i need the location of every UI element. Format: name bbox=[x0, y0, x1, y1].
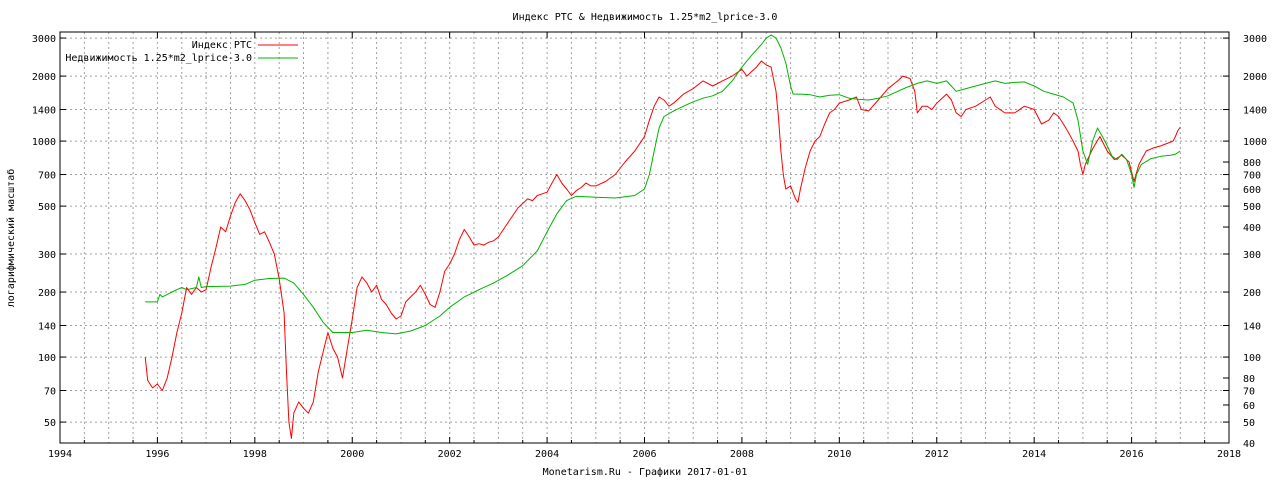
y-tick-label-left: 1000 bbox=[32, 137, 56, 148]
y-tick-label-left: 200 bbox=[38, 288, 56, 299]
y-tick-label-right: 1000 bbox=[1243, 137, 1267, 148]
y-tick-label-left: 140 bbox=[38, 322, 56, 333]
y-tick-label-left: 500 bbox=[38, 202, 56, 213]
legend: Индекс РТС Недвижимость 1.25*m2_lprice-3… bbox=[65, 40, 298, 64]
y-tick-label-left: 100 bbox=[38, 353, 56, 364]
y-tick-label-right: 500 bbox=[1243, 202, 1261, 213]
x-tick-label: 2008 bbox=[730, 449, 754, 460]
x-tick-label: 1998 bbox=[243, 449, 267, 460]
y-tick-label-right: 3000 bbox=[1243, 34, 1267, 45]
y-axis-label: логарифмический масштаб bbox=[5, 169, 17, 307]
x-tick-label: 2014 bbox=[1022, 449, 1046, 460]
chart-title: Индекс РТС & Недвижимость 1.25*m2_lprice… bbox=[513, 12, 778, 23]
x-tick-label: 1996 bbox=[145, 449, 169, 460]
y-tick-label-left: 3000 bbox=[32, 34, 56, 45]
y-tick-label-right: 700 bbox=[1243, 171, 1261, 182]
x-tick-label: 2000 bbox=[340, 449, 364, 460]
y-tick-label-right: 40 bbox=[1243, 439, 1255, 450]
x-axis-label: Monetarism.Ru - Графики 2017-01-01 bbox=[543, 466, 748, 478]
y-tick-label-right: 70 bbox=[1243, 387, 1255, 398]
x-tick-label: 2016 bbox=[1120, 449, 1144, 460]
series-lines bbox=[144, 34, 1181, 439]
y-tick-label-left: 50 bbox=[44, 418, 56, 429]
x-tick-label: 1994 bbox=[48, 449, 72, 460]
y-tick-label-right: 60 bbox=[1243, 401, 1255, 412]
y-tick-labels-right: 40 50 60 70 80 100 140 200 300 400 500 600 700 800 100… bbox=[1243, 34, 1267, 450]
y-tick-label-left: 1400 bbox=[32, 106, 56, 117]
y-tick-label-right: 300 bbox=[1243, 250, 1261, 261]
grid bbox=[60, 32, 1229, 443]
y-tick-label-right: 50 bbox=[1243, 418, 1255, 429]
y-tick-label-right: 1400 bbox=[1243, 106, 1267, 117]
legend-label-rts: Индекс РТС bbox=[192, 40, 252, 51]
series-line-0 bbox=[144, 60, 1181, 439]
series-line-1 bbox=[145, 34, 1181, 335]
legend-label-realty: Недвижимость 1.25*m2_lprice-3.0 bbox=[65, 53, 252, 64]
axis-ticks bbox=[59, 32, 1230, 444]
y-tick-label-right: 80 bbox=[1243, 374, 1255, 385]
y-tick-label-right: 800 bbox=[1243, 158, 1261, 169]
x-tick-labels: 1994 1996 1998 2000 2002 2004 2006 2008 2010 2012… bbox=[48, 449, 1241, 460]
y-tick-label-right: 2000 bbox=[1243, 72, 1267, 83]
y-tick-label-left: 300 bbox=[38, 250, 56, 261]
y-tick-label-left: 2000 bbox=[32, 72, 56, 83]
y-tick-label-right: 400 bbox=[1243, 223, 1261, 234]
y-tick-label-left: 70 bbox=[44, 387, 56, 398]
y-tick-label-left: 700 bbox=[38, 171, 56, 182]
y-tick-label-right: 600 bbox=[1243, 185, 1261, 196]
x-tick-label: 2010 bbox=[827, 449, 851, 460]
x-tick-label: 2012 bbox=[925, 449, 949, 460]
x-tick-label: 2002 bbox=[438, 449, 462, 460]
y-tick-labels-left: 50 70 100 140 200 300 500 700 1000 1400 2000 3000 bbox=[32, 34, 56, 429]
y-tick-label-right: 200 bbox=[1243, 288, 1261, 299]
x-tick-label: 2006 bbox=[632, 449, 656, 460]
y-tick-label-right: 100 bbox=[1243, 353, 1261, 364]
x-tick-label: 2004 bbox=[535, 449, 559, 460]
y-tick-label-right: 140 bbox=[1243, 322, 1261, 333]
x-tick-label: 2018 bbox=[1217, 449, 1241, 460]
